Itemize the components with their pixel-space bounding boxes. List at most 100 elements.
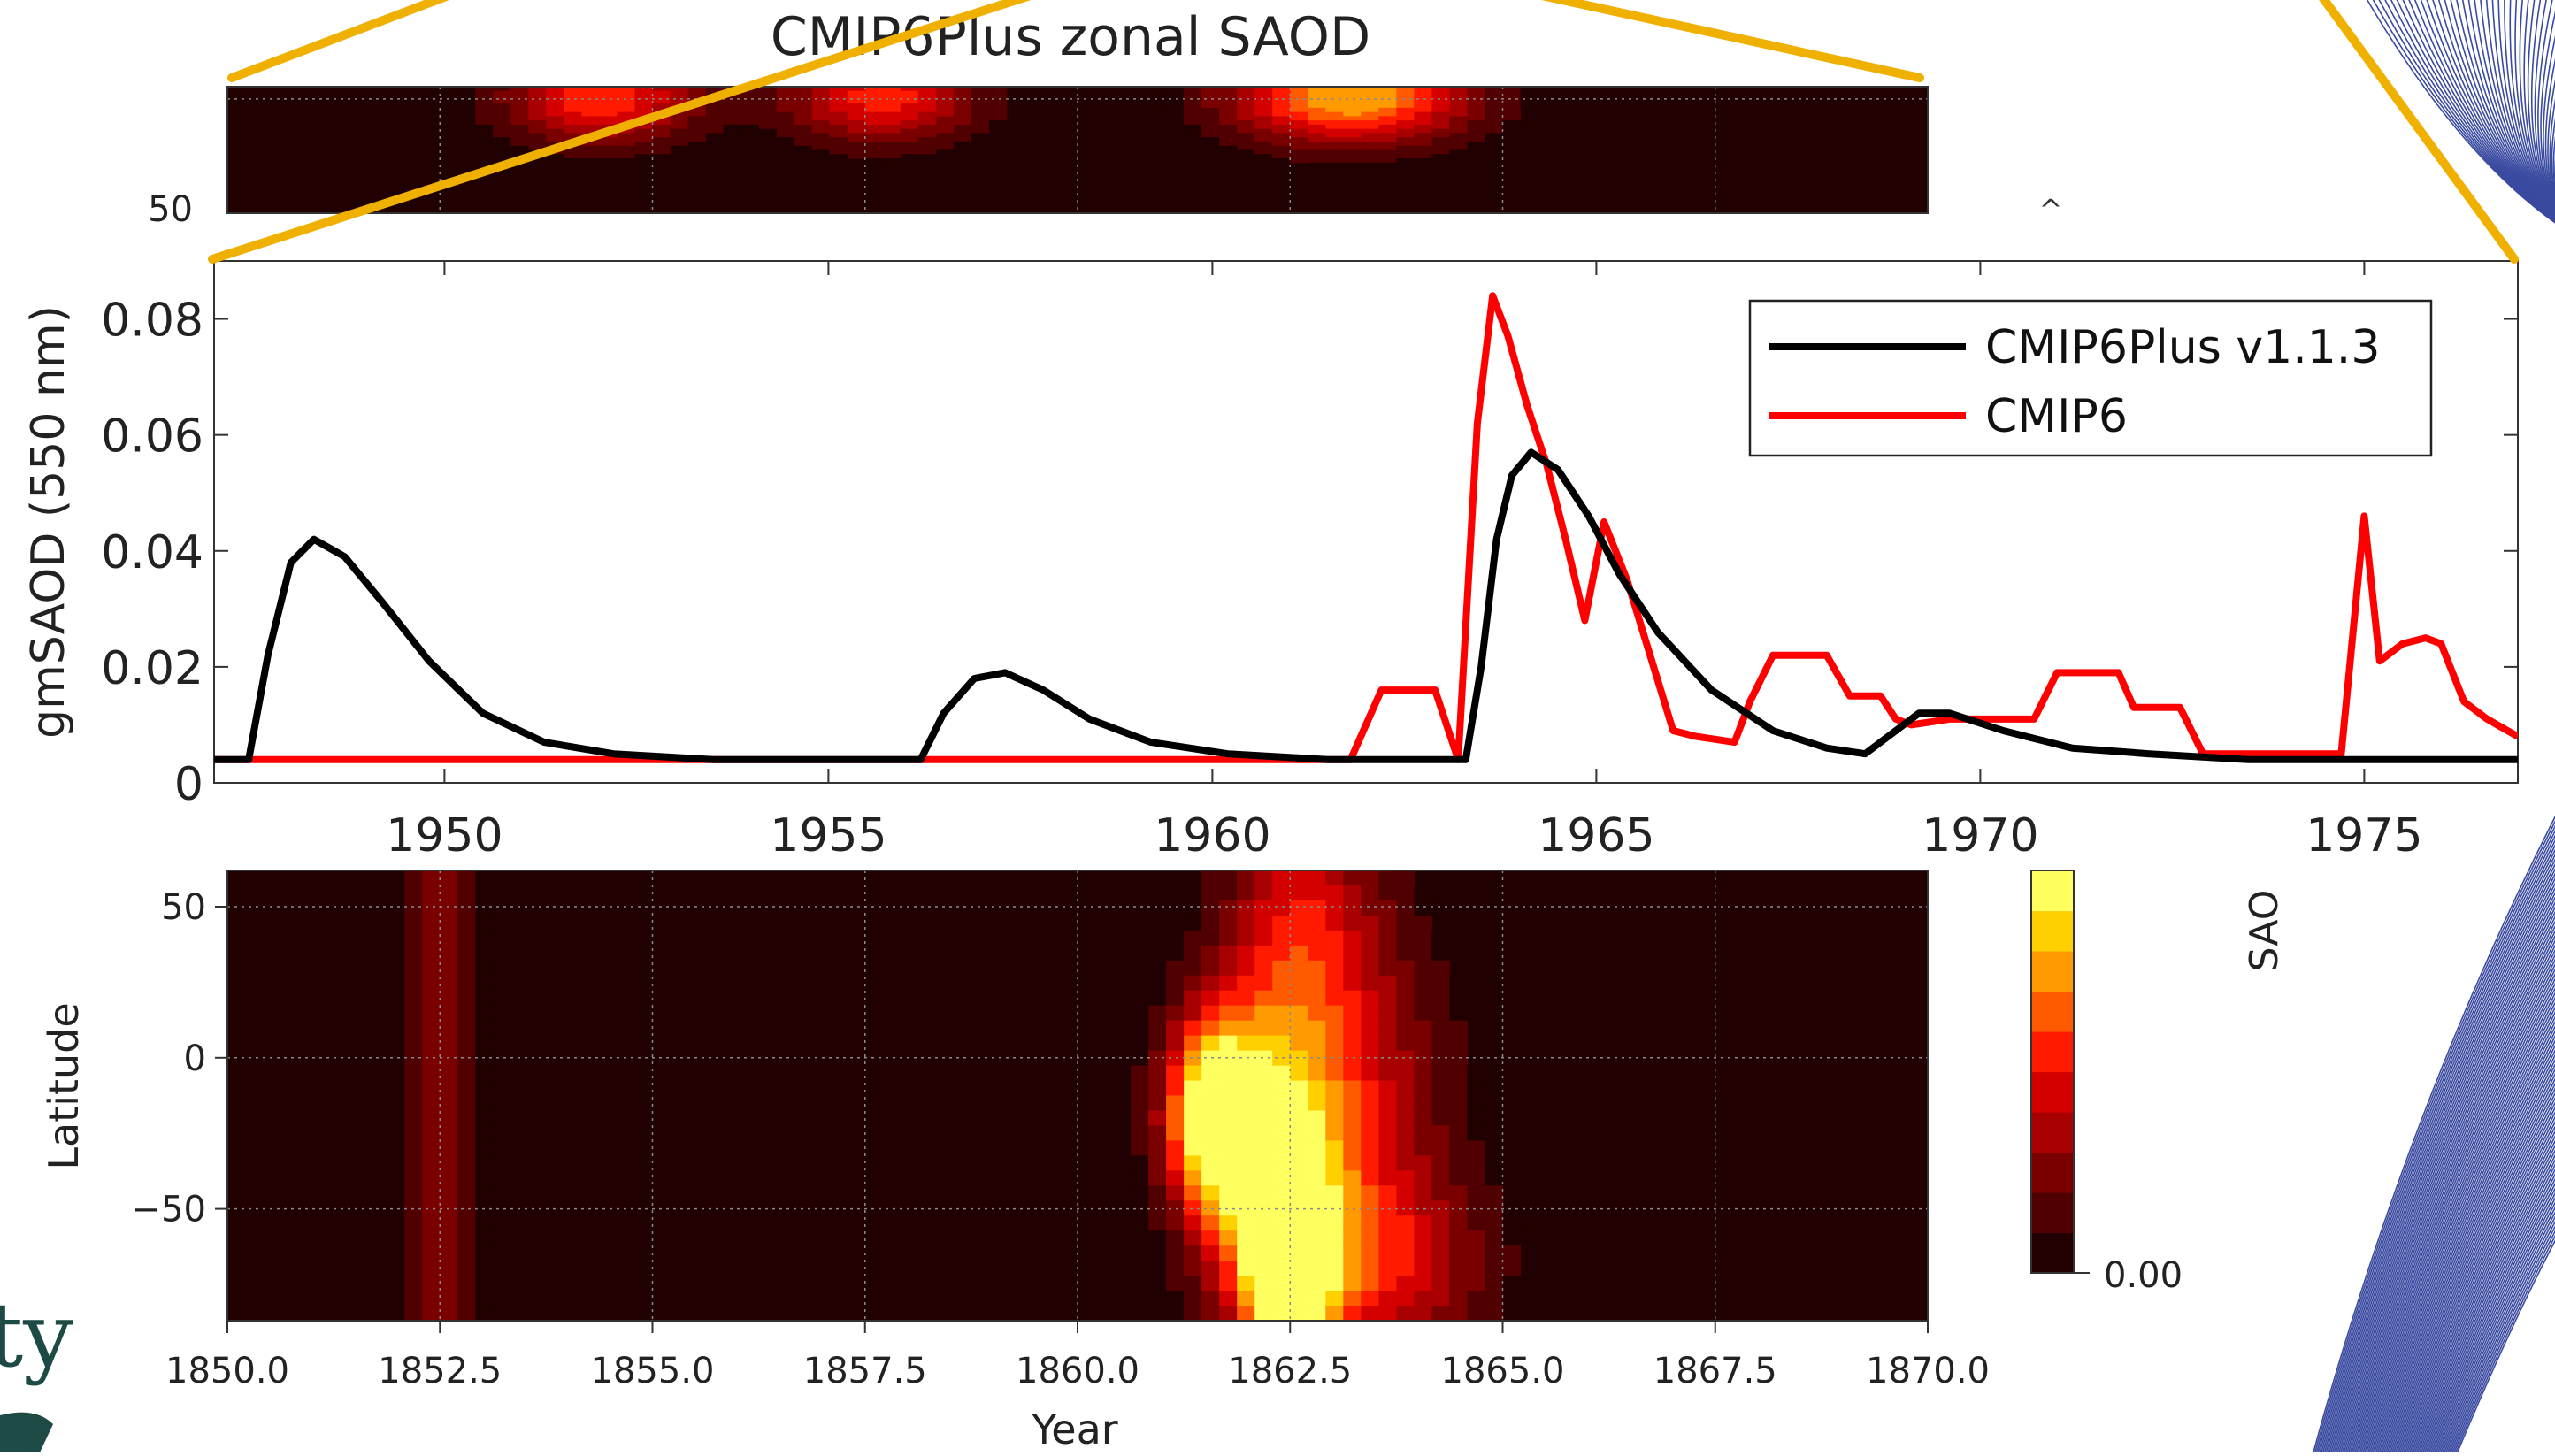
- x-tick-label: 1850.0: [165, 1351, 289, 1391]
- top-heatmap-cell: [1431, 112, 1450, 117]
- top-heatmap-cell: [848, 96, 866, 100]
- bottom-heatmap-cell: [1414, 1140, 1432, 1156]
- bottom-heatmap-cell: [1290, 1006, 1308, 1022]
- bottom-heatmap-cell: [1308, 1170, 1326, 1186]
- bottom-heatmap-cell: [1503, 1291, 1522, 1307]
- top-heatmap-cell: [671, 125, 689, 129]
- top-heatmap-cell: [1431, 120, 1450, 125]
- top-heatmap-cell: [706, 108, 725, 112]
- colorbar-swatch: [2031, 951, 2074, 992]
- bottom-heatmap-cell: [440, 1261, 458, 1276]
- bottom-heatmap-cell: [1272, 1245, 1291, 1261]
- top-heatmap-cell: [724, 103, 742, 108]
- top-heatmap-cell: [475, 103, 494, 108]
- bottom-heatmap-cell: [1414, 916, 1432, 931]
- bottom-heatmap-cell: [1272, 1276, 1291, 1291]
- bottom-heatmap-cell: [457, 1170, 476, 1186]
- top-heatmap-cell: [1414, 103, 1432, 108]
- bottom-heatmap-cell: [1449, 976, 1468, 992]
- top-heatmap-cell: [918, 133, 937, 137]
- bottom-heatmap-y-ticks: 500−50: [132, 887, 227, 1230]
- bottom-heatmap-cell: [1449, 1006, 1468, 1022]
- top-heatmap-cell: [688, 120, 707, 125]
- top-heatmap-cell: [634, 146, 653, 150]
- bottom-heatmap-cell: [1272, 1306, 1291, 1322]
- top-heatmap-cell: [971, 133, 990, 137]
- top-heatmap-cell: [1343, 125, 1362, 129]
- top-heatmap-cell: [1343, 129, 1362, 134]
- top-heatmap-cell: [812, 129, 831, 134]
- bottom-heatmap-cell: [1343, 1230, 1362, 1246]
- bottom-heatmap-cell: [1396, 1021, 1415, 1037]
- top-heatmap-cell: [954, 99, 972, 103]
- top-heatmap-cell: [971, 125, 990, 129]
- top-heatmap-cell: [812, 91, 831, 96]
- bottom-heatmap-cell: [1148, 1215, 1167, 1231]
- bottom-heatmap-cell: [1343, 1125, 1362, 1141]
- bottom-heatmap-cell: [440, 916, 458, 931]
- top-heatmap-cell: [510, 99, 529, 103]
- top-heatmap-cell: [1485, 108, 1503, 112]
- top-heatmap-cell: [599, 103, 618, 108]
- top-heatmap-cell: [493, 108, 511, 112]
- bottom-heatmap-cell: [1414, 976, 1432, 992]
- top-heatmap-cell: [1254, 116, 1273, 120]
- bottom-heatmap-cell: [1184, 916, 1202, 931]
- top-heatmap-cell: [564, 154, 582, 158]
- top-heatmap-cell: [1308, 137, 1326, 142]
- top-heatmap-cell: [918, 146, 937, 150]
- bottom-heatmap-cell: [1431, 1155, 1450, 1171]
- bottom-heatmap-cell: [1272, 1066, 1291, 1082]
- top-heatmap-cell: [1290, 146, 1308, 150]
- top-heatmap-cell: [989, 99, 1008, 103]
- top-heatmap-cell: [865, 154, 884, 158]
- bottom-heatmap-cell: [1272, 1006, 1291, 1022]
- bottom-heatmap-cell: [440, 991, 458, 1007]
- top-heatmap-cell: [883, 133, 902, 137]
- top-heatmap-cell: [777, 91, 795, 96]
- bottom-heatmap-cell: [475, 1170, 494, 1186]
- bottom-heatmap-cell: [387, 1276, 405, 1291]
- bottom-heatmap-cell: [1414, 961, 1432, 977]
- bottom-heatmap-cell: [1272, 1215, 1291, 1231]
- top-heatmap-cell: [688, 91, 707, 96]
- top-heatmap-cell: [1325, 99, 1344, 103]
- top-heatmap-cell: [1254, 120, 1273, 125]
- bottom-heatmap-cell: [387, 946, 405, 962]
- bottom-heatmap-cell: [1431, 1245, 1450, 1261]
- top-heatmap-cell: [865, 120, 884, 125]
- bottom-heatmap-cell: [440, 1125, 458, 1141]
- bottom-heatmap-cell: [1290, 961, 1308, 977]
- top-heatmap-cell: [1396, 116, 1415, 120]
- y-tick-label: 0: [184, 1038, 206, 1079]
- top-heatmap-cell: [546, 112, 564, 117]
- bottom-heatmap-cell: [1396, 931, 1415, 946]
- bottom-heatmap-cell: [457, 1291, 476, 1307]
- top-heatmap-cell: [475, 116, 494, 120]
- bottom-heatmap-cell: [1237, 1230, 1255, 1246]
- bottom-heatmap-cell: [1184, 1006, 1202, 1022]
- bottom-heatmap-cell: [1272, 1021, 1291, 1037]
- top-heatmap-cell: [830, 116, 848, 120]
- top-heatmap-cell: [546, 116, 564, 120]
- top-heatmap-cell: [724, 129, 742, 134]
- top-heatmap-cell: [741, 112, 760, 117]
- bottom-heatmap-cell: [1290, 1125, 1308, 1141]
- top-heatmap-cell: [1343, 103, 1362, 108]
- top-heatmap-cell: [1503, 96, 1522, 100]
- bottom-heatmap-cell: [1361, 870, 1379, 886]
- top-heatmap-cell: [883, 120, 902, 125]
- top-heatmap-cell: [1467, 129, 1485, 134]
- bottom-heatmap-cell: [1361, 1276, 1379, 1291]
- bottom-heatmap-cell: [1219, 931, 1238, 946]
- top-heatmap-cell: [1378, 112, 1397, 117]
- bottom-heatmap-cell: [457, 1051, 476, 1067]
- top-heatmap-cell: [812, 137, 831, 142]
- top-heatmap-cell: [1449, 103, 1468, 108]
- top-heatmap-cell: [936, 129, 955, 134]
- top-heatmap-cell: [954, 146, 972, 150]
- top-heatmap-cell: [1343, 116, 1362, 120]
- top-heatmap-cell: [936, 125, 955, 129]
- bottom-heatmap-cell: [475, 900, 494, 916]
- bottom-heatmap-cell: [1325, 1140, 1344, 1156]
